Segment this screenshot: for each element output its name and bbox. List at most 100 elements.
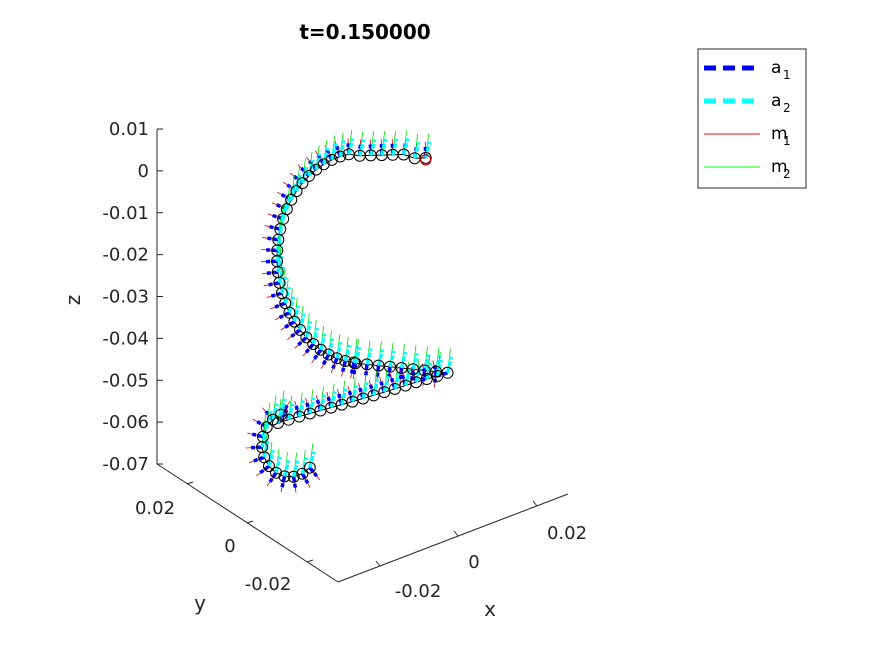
a2-vector [358,139,366,157]
legend-label-sub: 2 [783,167,791,181]
a2-vector [308,451,316,469]
rod-node [303,461,316,474]
rod-node [361,358,373,371]
rod-node [372,359,385,372]
axis-ticks [157,128,538,567]
rod-node [307,338,320,351]
rod-node [300,331,313,344]
rod-node [266,413,279,426]
a2-vector [414,365,422,383]
a2-vector [411,352,419,370]
rod-node [349,357,362,370]
a2-vector [286,403,295,421]
a1-vector [266,248,278,253]
a2-vector [314,153,322,171]
z-tick-label: -0.01 [102,203,149,224]
a2-vector [311,327,319,345]
rod-node [290,185,303,198]
x-axis-line [337,493,569,583]
a2-vector [287,296,296,314]
a1-vector [268,281,280,287]
plot-area [246,130,454,493]
a2-vector [276,255,284,273]
rod-node [296,177,309,190]
a1-vector [253,455,265,463]
rod-node [410,376,423,389]
rod-node [420,373,433,386]
y-tick [186,481,194,485]
a1-vector [308,466,319,478]
z-tick-label: -0.02 [102,245,149,266]
rod-node [288,315,301,328]
a2-vector [376,349,385,367]
a2-vector [335,341,343,359]
a2-vector [445,356,454,374]
y-axis-label: y [194,591,206,615]
rod-node [418,364,431,377]
a2-vector [279,398,287,416]
a2-vector [308,397,316,414]
a1-vector [331,357,339,370]
a1-vector [340,360,348,373]
a2-vector [289,183,297,201]
rod-node [388,382,401,395]
a1-vector [274,301,286,309]
y-tick-label: 0.02 [135,498,175,519]
a1-vector [364,364,369,376]
a2-vector [262,440,270,458]
x-tick [532,500,538,507]
a1-vector [375,365,381,377]
a2-vector [391,138,399,156]
a2-vector [361,382,369,399]
a2-vector [340,388,348,406]
rod-node [270,466,282,479]
a2-vector [380,138,388,156]
a2-vector [322,147,330,165]
a1-vector [270,291,283,298]
x-tick [453,530,459,537]
a2-vector [330,143,338,161]
rod-node [294,323,307,336]
a2-vector [282,459,291,477]
rod-node [303,169,316,182]
z-tick-label: 0.01 [109,119,149,140]
rod-node [342,148,355,161]
a2-vector [275,244,283,262]
legend-label-sub: 1 [783,134,791,148]
rod-node [334,150,347,163]
x-axis-label: x [484,597,496,621]
a2-vector [285,192,293,210]
legend-label-sub: 2 [783,101,791,115]
rod-node [395,362,408,374]
a2-vector [260,430,268,448]
a1-vector [269,224,281,231]
x-tick-label: 0.02 [547,523,587,544]
a1-vector [352,362,358,375]
a2-vector [347,137,355,155]
rod-node [283,306,296,319]
a2-vector [297,400,305,417]
a1-vector [291,476,298,488]
a2-vector [353,346,362,364]
a2-vector [425,362,433,380]
x-tick [375,560,381,567]
a1-vector [268,471,278,483]
a1-vector [251,432,264,439]
rod-node [399,379,412,392]
a1-vector [398,367,404,380]
legend-label-sub: 1 [783,68,791,82]
legend-box [697,48,807,189]
rod-node [293,410,306,423]
legend-label: m [771,157,788,177]
rod-node [278,470,291,483]
a1-vector [290,328,302,338]
legend-label: a [771,58,781,78]
a1-vector [304,342,315,354]
rod-node [384,360,396,373]
rod-node [408,152,421,165]
a2-vector [267,449,275,467]
a1-vector [259,464,271,475]
a2-vector [343,344,352,362]
rod-node [330,352,343,365]
